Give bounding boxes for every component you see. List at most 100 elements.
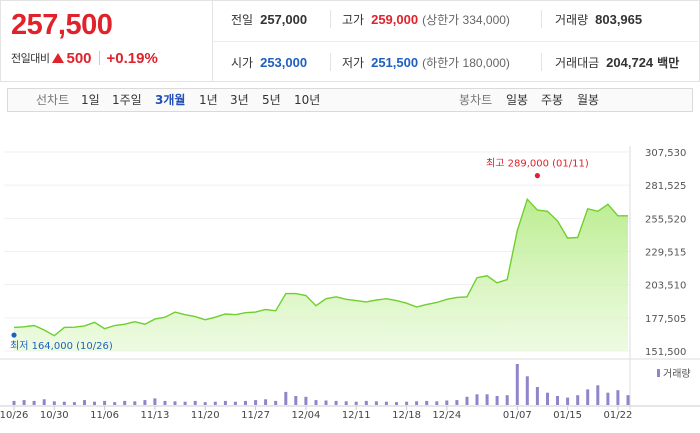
volume-bar <box>153 398 157 405</box>
volume-bar <box>123 400 127 405</box>
price-line <box>13 197 628 337</box>
volume-bar <box>384 401 388 405</box>
x-tick-label: 10/26 <box>0 410 28 421</box>
volume-bar <box>556 396 559 405</box>
x-tick-label: 01/22 <box>604 410 633 421</box>
volume-bar <box>465 396 469 405</box>
y-tick-label: 203,510 <box>645 281 686 292</box>
volume-bar <box>596 385 600 405</box>
x-axis-ticks: 10/26 10/30 11/06 11/13 11/20 11/27 12/04 12/11… <box>0 406 632 421</box>
stat-unit: 백만 <box>657 55 680 70</box>
x-tick-label: 12/18 <box>392 410 421 421</box>
volume-bar <box>364 400 368 405</box>
candle-daily[interactable]: 일봉 <box>506 93 529 107</box>
volume-bar <box>173 401 177 405</box>
volume-legend: 거래량 <box>657 368 691 380</box>
up-triangle-icon <box>52 53 65 63</box>
divider <box>98 51 100 65</box>
volume-bar <box>284 391 288 405</box>
volume-bar <box>334 400 338 405</box>
period-10y[interactable]: 10년 <box>294 93 321 107</box>
period-1w[interactable]: 1주일 <box>112 93 142 107</box>
x-tick-label: 11/20 <box>191 410 220 421</box>
change-label: 전일대비 <box>11 52 50 65</box>
x-tick-label: 11/06 <box>90 410 119 421</box>
volume-bar <box>435 401 439 405</box>
chart-period-toolbar: 선차트 1일 1주일 3개월 1년 3년 5년 10년 봉차트 일봉 주봉 월봉 <box>7 88 693 112</box>
stat-label: 저가 <box>342 55 365 70</box>
period-1d[interactable]: 1일 <box>81 93 100 107</box>
period-1y[interactable]: 1년 <box>199 93 218 107</box>
stat-value: 257,000 <box>260 11 308 27</box>
volume-bar <box>223 400 227 405</box>
volume-bar <box>183 401 187 405</box>
candle-weekly[interactable]: 주봉 <box>541 93 564 107</box>
price-chart[interactable]: 307,530 281,525 255,520 229,515 203,510 177,5… <box>0 120 700 433</box>
current-price: 257,500 <box>11 9 113 41</box>
volume-bar <box>113 402 117 405</box>
price-summary: 257,500 전일대비 500 +0.19% 전일 257,000 고가 25… <box>0 0 700 82</box>
volume-bar <box>455 400 459 405</box>
y-tick-label: 281,525 <box>645 181 686 192</box>
volume-bar <box>606 392 610 405</box>
volume-bar <box>93 401 96 405</box>
divider <box>330 10 331 28</box>
period-3y[interactable]: 3년 <box>230 93 249 107</box>
volume-bar <box>405 401 409 405</box>
volume-bar <box>344 401 348 405</box>
y-tick-label: 255,520 <box>645 214 686 225</box>
stat-open: 시가 253,000 <box>231 52 307 72</box>
stat-value: 251,500 <box>371 54 419 70</box>
volume-bar <box>203 402 207 405</box>
volume-bar <box>445 400 449 405</box>
volume-bar <box>586 389 590 405</box>
max-label: 최고 289,000 (01/11) <box>486 158 589 170</box>
stat-low: 저가 251,500 (하한가 180,000) <box>342 52 510 72</box>
y-tick-label: 177,505 <box>645 314 686 325</box>
volume-bars <box>12 364 630 405</box>
y-tick-label: 151,500 <box>645 347 686 358</box>
period-5y[interactable]: 5년 <box>262 93 281 107</box>
volume-bar <box>274 400 278 405</box>
volume-bar <box>495 396 499 405</box>
stat-label: 시가 <box>231 55 254 70</box>
volume-bar <box>83 400 86 405</box>
row-divider <box>213 41 700 42</box>
volume-bar <box>213 401 217 405</box>
candle-monthly[interactable]: 월봉 <box>577 93 600 107</box>
volume-bar <box>395 402 398 405</box>
volume-bar <box>143 400 147 405</box>
volume-bar <box>294 396 298 405</box>
volume-bar <box>72 402 76 405</box>
stat-label: 전일 <box>231 12 254 27</box>
volume-bar <box>314 400 318 405</box>
change-amount: 500 <box>66 49 92 67</box>
x-tick-label: 12/04 <box>291 410 320 421</box>
volume-bar <box>485 394 489 405</box>
volume-bar <box>304 396 308 405</box>
volume-bar <box>475 394 479 405</box>
min-point <box>11 332 17 338</box>
stat-label: 거래량 <box>555 12 589 27</box>
volume-bar <box>42 399 46 405</box>
line-chart-label: 선차트 <box>36 93 70 107</box>
volume-bar <box>193 400 197 405</box>
volume-bar <box>324 400 328 405</box>
volume-bar <box>415 401 419 405</box>
change-percent: +0.19% <box>106 49 158 67</box>
period-3m[interactable]: 3개월 <box>155 93 186 107</box>
y-tick-label: 307,530 <box>645 148 686 159</box>
x-tick-label: 12/24 <box>432 410 461 421</box>
x-tick-label: 01/15 <box>553 410 582 421</box>
stat-sub: (상한가 334,000) <box>422 12 510 27</box>
volume-legend-swatch <box>657 369 660 377</box>
volume-bar <box>566 397 570 405</box>
stat-volume: 거래량 803,965 <box>555 9 642 29</box>
stat-prev-close: 전일 257,000 <box>231 9 307 29</box>
volume-bar <box>254 400 258 405</box>
volume-bar <box>22 400 26 405</box>
volume-bar <box>12 400 16 405</box>
stat-label: 고가 <box>342 12 365 27</box>
stat-sub: (하한가 180,000) <box>422 55 510 70</box>
volume-legend-label: 거래량 <box>663 368 691 380</box>
